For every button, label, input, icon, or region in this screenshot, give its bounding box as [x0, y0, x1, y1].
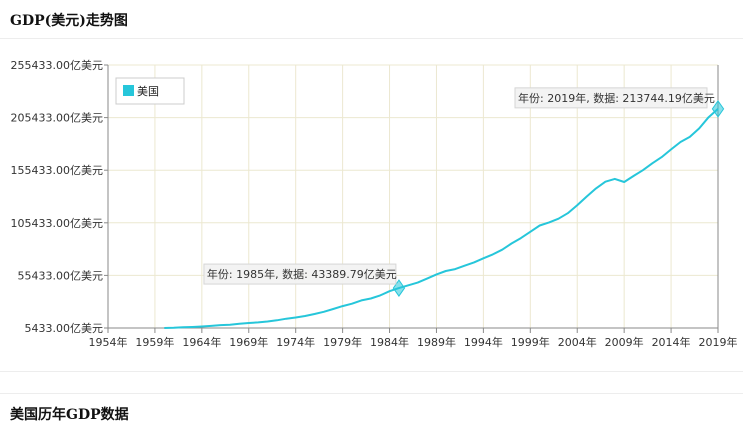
x-tick-label: 1994年 — [464, 335, 503, 349]
x-tick-label: 1964年 — [182, 335, 221, 349]
legend-label: 美国 — [137, 85, 159, 98]
y-tick-label: 255433.00亿美元 — [11, 59, 104, 72]
tooltip-box — [203, 263, 397, 285]
x-tick-label: 1999年 — [511, 335, 550, 349]
series-line — [164, 108, 719, 329]
legend-swatch — [123, 85, 134, 96]
x-tick-label: 1974年 — [276, 335, 315, 349]
x-tick-label: 1989年 — [417, 335, 456, 349]
x-tick-label: 1984年 — [370, 335, 409, 349]
history-section-title: 美国历年GDP数据 — [10, 407, 129, 423]
data-point-marker — [711, 99, 725, 118]
tooltip-box — [514, 87, 708, 109]
divider — [0, 38, 743, 39]
x-tick-label: 2004年 — [558, 335, 597, 349]
x-tick-label: 2014年 — [652, 335, 691, 349]
tooltip-label: 年份: 2019年, 数据: 213744.19亿美元 — [518, 91, 715, 105]
y-tick-label: 5433.00亿美元 — [25, 322, 104, 335]
y-tick-label: 205433.00亿美元 — [11, 112, 104, 125]
chart-section-title: GDP(美元)走势图 — [10, 13, 128, 29]
divider — [0, 393, 743, 394]
x-tick-label: 1969年 — [229, 335, 268, 349]
x-tick-label: 1959年 — [135, 335, 174, 349]
y-tick-label: 155433.00亿美元 — [11, 164, 104, 177]
x-tick-label: 2009年 — [605, 335, 644, 349]
y-tick-label: 105433.00亿美元 — [11, 217, 104, 230]
divider — [0, 371, 743, 372]
x-tick-label: 1979年 — [323, 335, 362, 349]
x-tick-label: 1954年 — [89, 335, 128, 349]
tooltip-label: 年份: 1985年, 数据: 43389.79亿美元 — [207, 267, 397, 281]
y-tick-label: 55433.00亿美元 — [18, 269, 104, 282]
x-tick-label: 2019年 — [699, 335, 738, 349]
gdp-line-chart: 5433.00亿美元 55433.00亿美元 105433.00亿美元 155433.… — [11, 59, 738, 349]
